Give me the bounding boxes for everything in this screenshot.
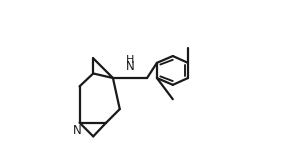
Text: N: N — [126, 60, 135, 73]
Text: H: H — [125, 55, 134, 65]
Text: N: N — [73, 124, 82, 137]
